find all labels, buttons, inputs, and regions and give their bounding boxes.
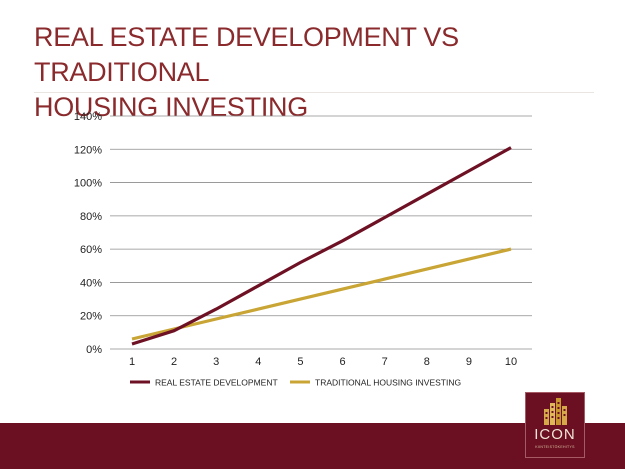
y-tick-label: 120%	[74, 144, 102, 156]
legend-label: TRADITIONAL HOUSING INVESTING	[315, 378, 461, 388]
slide-title-line-1: REAL ESTATE DEVELOPMENT VS TRADITIONAL	[34, 22, 459, 87]
x-tick-label: 3	[213, 356, 219, 368]
y-tick-label: 100%	[74, 178, 102, 190]
company-logo: ICON KIINTEISTÖKEHITYS	[525, 392, 585, 458]
slide-title-line-2: HOUSING INVESTING	[34, 92, 308, 122]
y-tick-label: 80%	[80, 211, 102, 223]
y-tick-label: 40%	[80, 277, 102, 289]
logo-wordmark: ICON	[534, 426, 576, 443]
logo-tagline: KIINTEISTÖKEHITYS	[535, 445, 575, 449]
title-divider	[34, 92, 594, 93]
y-tick-label: 20%	[80, 311, 102, 323]
y-tick-label: 60%	[80, 244, 102, 256]
slide-title: REAL ESTATE DEVELOPMENT VS TRADITIONAL H…	[34, 20, 604, 125]
x-tick-label: 1	[129, 356, 135, 368]
x-tick-label: 8	[424, 356, 430, 368]
x-tick-label: 5	[297, 356, 303, 368]
x-tick-label: 9	[466, 356, 472, 368]
series-line-traditional	[131, 247, 512, 341]
line-chart: 0% 20% 40% 60% 80% 100% 120% 140% 1 2 3 4 5 6 7 8 9 10 REA…	[74, 111, 532, 388]
y-tick-label: 0%	[86, 344, 102, 356]
x-tick-label: 2	[171, 356, 177, 368]
x-tick-label: 6	[339, 356, 345, 368]
footer-band	[0, 423, 625, 469]
series-line-development	[131, 146, 512, 346]
x-tick-label: 10	[505, 356, 517, 368]
buildings-icon	[544, 398, 567, 425]
x-tick-label: 7	[382, 356, 388, 368]
y-tick-label: 140%	[74, 111, 102, 123]
x-tick-label: 4	[255, 356, 261, 368]
legend-label: REAL ESTATE DEVELOPMENT	[155, 378, 278, 388]
